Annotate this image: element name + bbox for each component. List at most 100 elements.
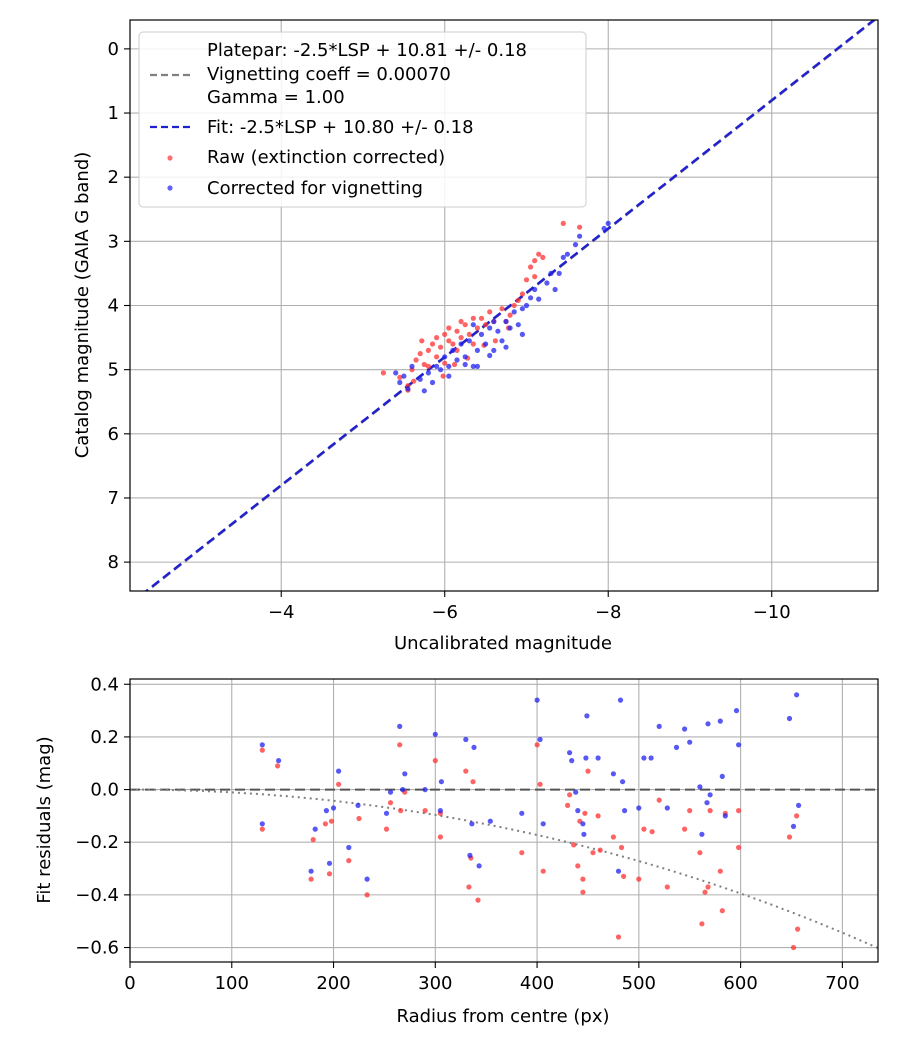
- corrected-point: [429, 379, 436, 386]
- raw-point: [413, 357, 419, 363]
- raw-point: [336, 781, 342, 787]
- corrected-point: [432, 731, 438, 737]
- raw-point: [458, 335, 464, 341]
- corrected-point: [610, 771, 617, 777]
- legend-corrected-label: Corrected for vignetting: [207, 178, 423, 199]
- raw-point: [397, 374, 403, 380]
- raw-point: [417, 351, 423, 357]
- raw-point: [540, 868, 546, 874]
- corrected-point: [487, 818, 493, 824]
- corrected-point: [364, 876, 370, 882]
- corrected-point: [620, 779, 626, 785]
- corrected-point: [463, 736, 469, 743]
- corrected-point: [276, 758, 282, 764]
- raw-point: [483, 322, 489, 328]
- raw-point: [580, 876, 586, 882]
- top-fit-lines: [144, 20, 877, 591]
- raw-point: [310, 837, 316, 843]
- raw-point: [499, 306, 505, 312]
- corrected-point: [567, 750, 573, 756]
- raw-point: [322, 821, 328, 827]
- corrected-point: [519, 331, 526, 337]
- corrected-point: [794, 692, 800, 698]
- raw-point: [615, 934, 622, 940]
- corrected-point: [569, 758, 575, 764]
- corrected-point: [617, 697, 624, 703]
- raw-point: [446, 325, 452, 331]
- corrected-point: [544, 280, 550, 286]
- corrected-point: [425, 370, 431, 376]
- raw-point: [442, 331, 448, 337]
- corrected-point: [491, 318, 497, 325]
- corrected-point: [454, 357, 460, 363]
- top-x-axis-label: Uncalibrated magnitude: [394, 633, 612, 654]
- corrected-point: [717, 718, 723, 724]
- corrected-point: [326, 860, 333, 866]
- y-tick-label: 1: [108, 103, 119, 124]
- raw-point: [618, 844, 625, 851]
- top-x-ticks: −4 −6 −8 −10: [268, 591, 791, 623]
- raw-point: [442, 360, 448, 366]
- corrected-point: [417, 376, 423, 382]
- corrected-point: [699, 831, 705, 837]
- raw-point: [438, 344, 444, 350]
- legend-box: [138, 31, 587, 208]
- raw-point: [707, 808, 713, 814]
- y-tick-label: 2: [108, 167, 119, 188]
- raw-point: [380, 370, 386, 376]
- corrected-point: [487, 352, 493, 359]
- raw-point: [610, 834, 617, 840]
- corrected-point: [534, 697, 540, 703]
- raw-point: [532, 258, 538, 264]
- corrected-point: [387, 789, 394, 795]
- y-tick-label: 0.4: [90, 674, 119, 695]
- corrected-point: [581, 831, 587, 837]
- y-tick-label: 4: [108, 296, 119, 317]
- corrected-point: [442, 354, 448, 360]
- bottom-x-axis-label: Radius from centre (px): [396, 1006, 609, 1027]
- raw-point: [466, 331, 472, 337]
- raw-point: [419, 338, 425, 344]
- raw-point: [511, 302, 517, 309]
- raw-point: [432, 758, 438, 764]
- raw-point: [326, 871, 333, 877]
- corrected-point: [523, 302, 530, 309]
- raw-point: [540, 254, 546, 260]
- raw-point: [523, 277, 530, 283]
- raw-point: [719, 908, 725, 914]
- corrected-point: [584, 713, 590, 719]
- bottom-axes-frame: [129, 678, 879, 963]
- raw-point: [328, 818, 335, 824]
- raw-point: [259, 826, 265, 832]
- x-tick-label: 500: [622, 973, 656, 994]
- corrected-point: [491, 347, 497, 353]
- corrected-point: [466, 338, 472, 344]
- raw-point: [429, 341, 436, 347]
- corrected-point: [556, 270, 562, 276]
- corrected-point: [308, 868, 314, 874]
- legend-swatch-red-dot: [167, 155, 173, 161]
- raw-point: [699, 921, 705, 927]
- raw-point: [577, 224, 583, 230]
- x-tick-label: 600: [723, 973, 757, 994]
- legend-platepar-label: Platepar: -2.5*LSP + 10.81 +/- 0.18: [207, 40, 527, 61]
- y-tick-label: 3: [108, 231, 119, 252]
- corrected-point: [577, 233, 583, 239]
- raw-point: [590, 850, 596, 856]
- corrected-point: [503, 318, 509, 325]
- corrected-point: [733, 708, 740, 714]
- y-tick-label: 0: [108, 39, 119, 60]
- corrected-point: [393, 370, 399, 376]
- corrected-point: [469, 821, 475, 827]
- top-grid: [130, 20, 878, 591]
- corrected-point: [796, 802, 802, 809]
- corrected-point: [595, 755, 601, 761]
- raw-point: [478, 315, 485, 321]
- raw-point: [795, 926, 801, 932]
- corrected-point: [536, 296, 542, 302]
- raw-point: [534, 742, 540, 748]
- corrected-point: [707, 792, 713, 798]
- raw-point: [397, 742, 403, 748]
- corrected-point: [471, 744, 477, 751]
- y-tick-label: 7: [108, 488, 119, 509]
